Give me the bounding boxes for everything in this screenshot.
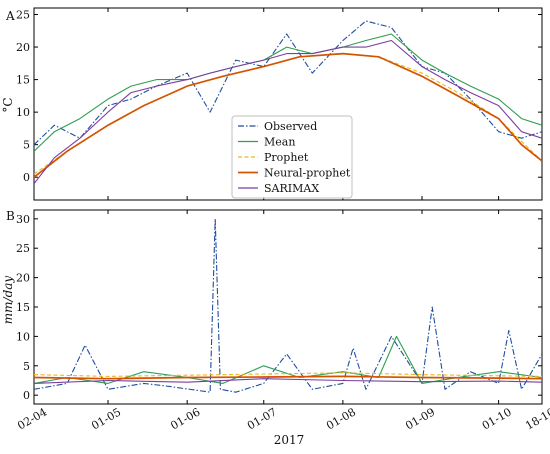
series-line-mean <box>34 33 542 152</box>
panel-b-x-ticks: 02-04 01-05 01-06 01-07 01-08 01-09 01-10 18-10 <box>15 210 550 433</box>
panel-b-series <box>34 218 542 393</box>
y-tick-label: 5 <box>23 139 30 152</box>
y-tick-label: 0 <box>23 171 30 184</box>
y-tick-label: 5 <box>23 360 30 373</box>
panel-a: A 0 5 10 15 20 25 °C Observed Mean Prophet Neura… <box>1 7 543 201</box>
series-line-observed <box>34 20 542 146</box>
y-tick-label: 10 <box>16 106 30 119</box>
y-tick-label: 15 <box>16 74 30 87</box>
y-tick-label: 25 <box>16 9 30 22</box>
panel-b: B 0 5 10 15 20 25 30 02-04 01-05 01-06 01-07 01-08… <box>1 209 550 447</box>
x-tick-label: 01-05 <box>89 405 123 432</box>
panel-b-x-label: 2017 <box>274 433 305 447</box>
series-line-neural-prophet <box>34 52 542 178</box>
legend-box <box>231 115 353 199</box>
panel-a-letter: A <box>5 9 15 23</box>
series-line-neural-prophet <box>34 375 542 380</box>
y-tick-label: 30 <box>16 213 30 226</box>
series-line-sarimax <box>34 378 542 384</box>
panel-a-legend: Observed Mean Prophet Neural-prophet SARIMAX <box>231 115 353 199</box>
x-tick-label: 01-09 <box>403 405 437 432</box>
x-tick-label: 01-06 <box>168 405 202 432</box>
panel-a-y-label: °C <box>1 97 15 112</box>
panel-b-y-label: mm/day <box>1 276 15 325</box>
y-tick-label: 25 <box>16 242 30 255</box>
panel-a-y-ticks: 0 5 10 15 20 25 <box>16 9 542 184</box>
x-tick-label: 01-10 <box>480 405 514 432</box>
y-tick-label: 15 <box>16 301 30 314</box>
legend-label-prophet: Prophet <box>264 151 309 164</box>
legend-label-mean: Mean <box>264 136 295 149</box>
panel-a-frame <box>33 7 543 201</box>
x-tick-label: 18-10 <box>523 405 550 432</box>
y-tick-label: 0 <box>23 389 30 402</box>
series-line-sarimax <box>34 39 542 185</box>
y-tick-label: 20 <box>16 41 30 54</box>
y-tick-label: 20 <box>16 272 30 285</box>
x-tick-label: 01-07 <box>245 405 279 432</box>
panel-b-letter: B <box>6 209 15 223</box>
x-tick-label: 02-04 <box>15 405 49 432</box>
legend-label-neural-prophet: Neural-prophet <box>264 167 351 180</box>
series-line-observed <box>34 218 542 393</box>
legend-label-observed: Observed <box>264 120 317 133</box>
panel-b-y-ticks: 0 5 10 15 20 25 30 <box>16 213 542 402</box>
x-tick-label: 01-08 <box>324 405 358 432</box>
series-line-prophet <box>34 372 542 377</box>
panel-a-x-ticks <box>33 8 543 200</box>
legend-label-sarimax: SARIMAX <box>264 182 319 195</box>
y-tick-label: 10 <box>16 330 30 343</box>
panel-a-series <box>34 20 542 185</box>
